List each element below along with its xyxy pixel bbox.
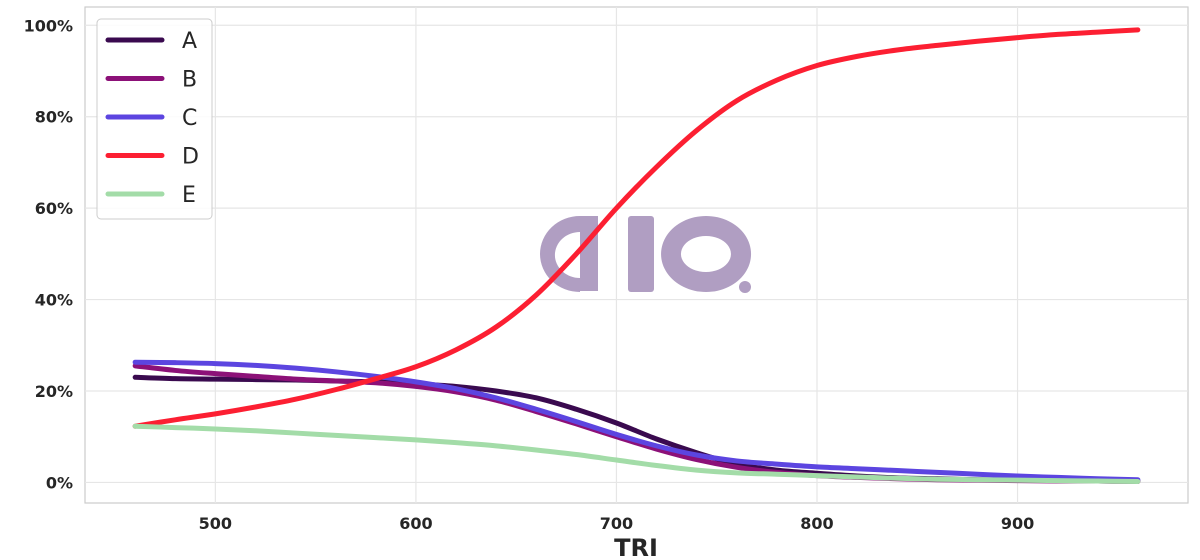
x-tick-label: 900 [1001,514,1034,533]
y-tick-label: 80% [35,108,73,127]
y-tick-label: 40% [35,291,73,310]
x-tick-label: 800 [800,514,833,533]
x-axis-title: TRI [614,534,658,560]
y-tick-label: 0% [46,473,73,492]
x-tick-label: 700 [600,514,633,533]
y-tick-label: 60% [35,199,73,218]
legend-label-c: C [182,106,197,131]
watermark-dot [739,281,751,293]
legend-label-b: B [182,68,197,93]
series-line-c [132,359,1141,483]
x-tick-label: 500 [199,514,232,533]
y-tick-label: 100% [24,16,73,35]
watermark-logo: aio [540,216,752,293]
watermark-letter-i [628,216,654,292]
legend-label-a: A [182,29,197,54]
series-line-d [132,27,1141,429]
x-axis-ticks: 500 600 700 800 900 [199,514,1035,533]
y-tick-label: 20% [35,382,73,401]
watermark-letter-a [540,216,598,292]
series-lines [132,27,1141,485]
watermark-letter-o [661,216,752,292]
legend-label-d: D [182,145,199,170]
legend-label-e: E [182,183,196,208]
x-tick-label: 600 [399,514,432,533]
y-axis-ticks: 0% 20% 40% 60% 80% 100% [24,16,73,492]
series-line-e [132,423,1141,485]
